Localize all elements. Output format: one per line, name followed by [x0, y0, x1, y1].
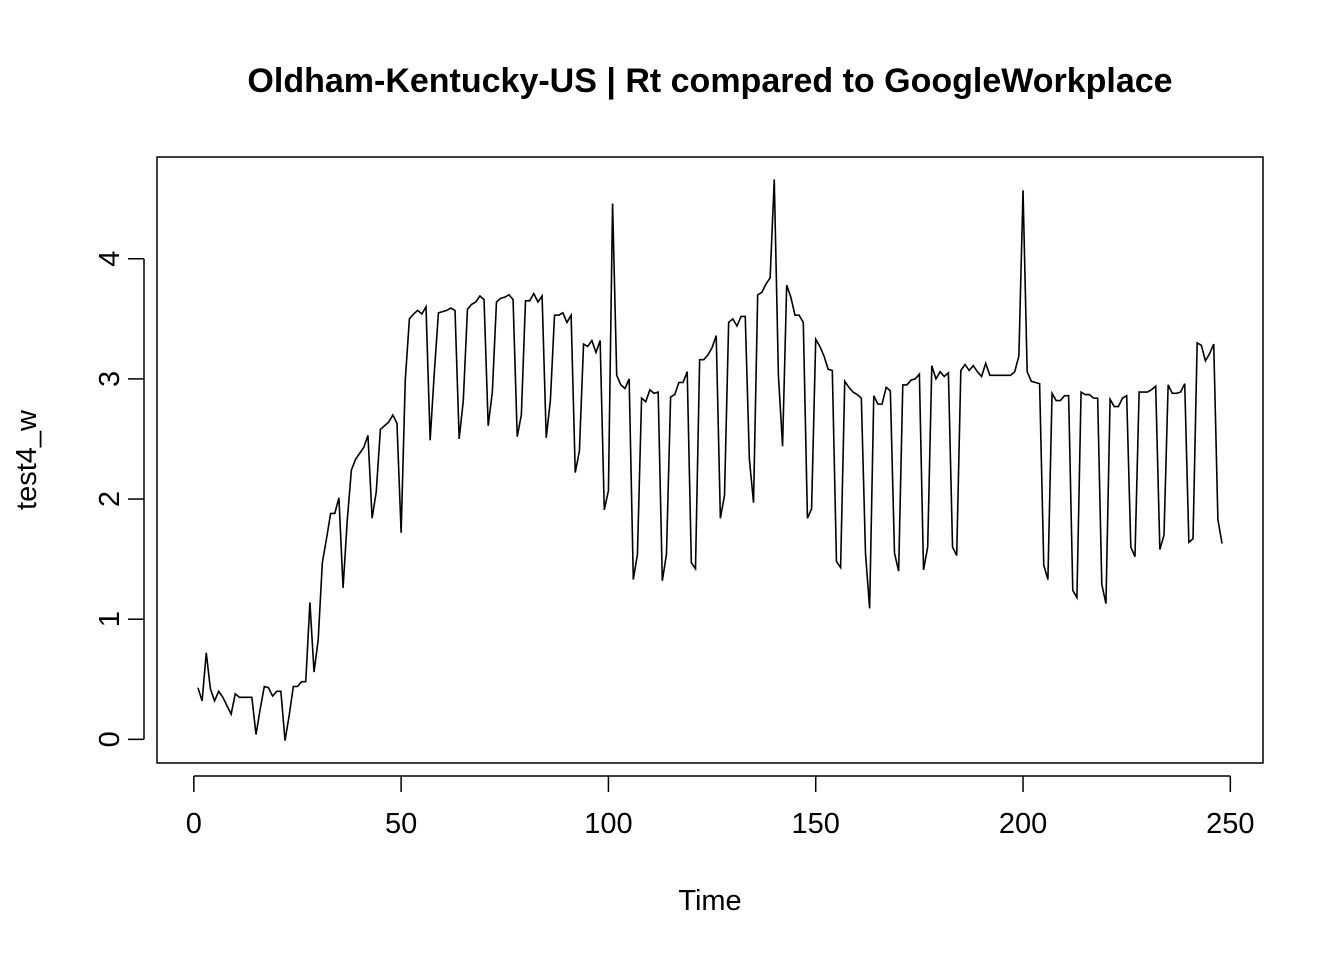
x-axis-label: Time	[678, 885, 741, 917]
y-tick-label: 1	[94, 611, 126, 627]
x-tick-label: 100	[584, 808, 632, 840]
x-tick-label: 200	[999, 808, 1047, 840]
y-axis-label: test4_w	[11, 409, 43, 510]
x-tick-label: 0	[186, 808, 202, 840]
y-tick-label: 0	[94, 731, 126, 747]
x-axis: 0 50 100 150 200 250	[186, 775, 1255, 840]
x-tick-label: 250	[1206, 808, 1254, 840]
x-tick-label: 50	[385, 808, 417, 840]
series-line	[197, 179, 1223, 741]
chart-title: Oldham-Kentucky-US | Rt compared to Goog…	[247, 62, 1172, 100]
x-tick-label: 150	[792, 808, 840, 840]
y-tick-label: 4	[94, 251, 126, 267]
plot-frame	[156, 156, 1264, 764]
y-axis: 0 1 2 3 4	[94, 251, 145, 747]
y-tick-label: 2	[94, 491, 126, 507]
y-tick-label: 3	[94, 371, 126, 387]
